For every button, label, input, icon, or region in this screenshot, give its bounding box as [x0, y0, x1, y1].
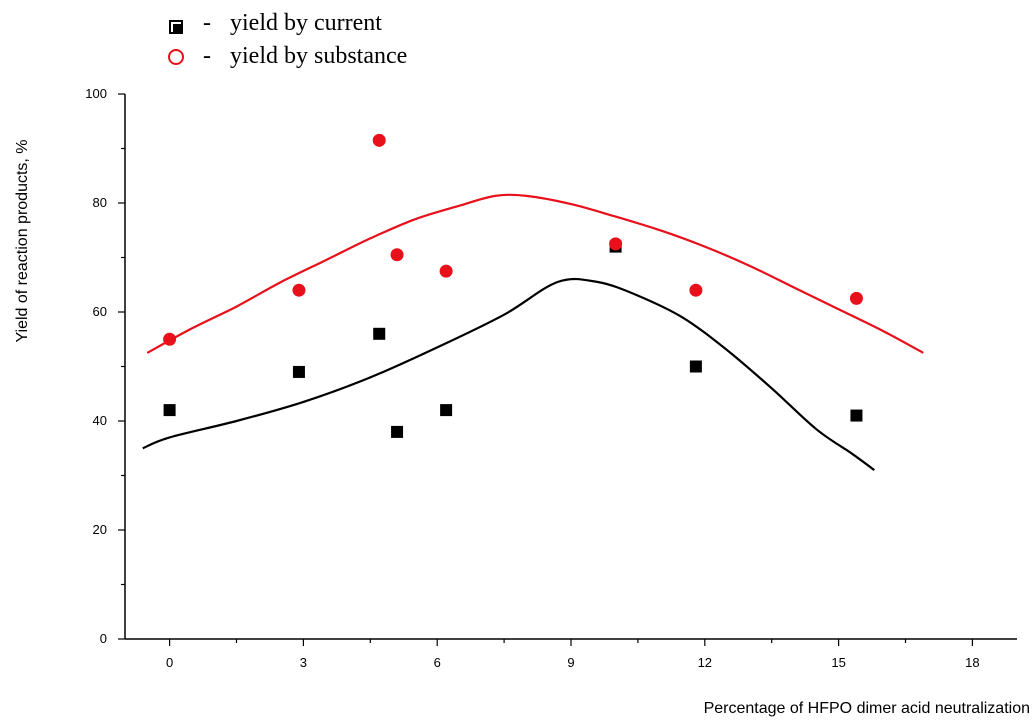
y-tick-label: 40 — [93, 413, 107, 428]
fit-curves — [142, 193, 924, 471]
substance-data-point — [439, 264, 453, 278]
x-axis-title: Percentage of HFPO dimer acid neutraliza… — [704, 700, 1030, 717]
substance-data-point — [849, 291, 863, 305]
y-tick-label: 0 — [100, 631, 107, 646]
legend-square-fill — [173, 24, 182, 33]
y-tick-label: 60 — [93, 304, 107, 319]
legend-circle-icon — [168, 49, 184, 65]
legend-series-name: yield by current — [230, 10, 382, 36]
current-data-point — [440, 404, 453, 417]
y-tick-label: 80 — [93, 195, 107, 210]
x-tick-label: 0 — [166, 655, 173, 670]
current-data-point — [689, 360, 702, 373]
legend-dash: - — [203, 10, 211, 36]
substance-data-point — [292, 283, 306, 297]
substance-data-point — [372, 133, 386, 147]
y-tick-label: 100 — [85, 86, 107, 101]
legend: - yield by current-yield by substance — [168, 10, 407, 69]
x-tick-label: 18 — [965, 655, 979, 670]
current-data-point — [850, 409, 863, 422]
axes: 0 20 40 60 80 100 0 3 6 9 12 15 18 — [85, 86, 1017, 670]
current-data-point — [391, 425, 404, 438]
x-tick-label: 3 — [300, 655, 307, 670]
legend-series-name: yield by substance — [230, 43, 407, 69]
x-tick-label: 6 — [434, 655, 441, 670]
substance-data-point — [609, 237, 623, 251]
current-data-point — [373, 327, 386, 340]
current-fit-curve — [142, 277, 875, 471]
substance-data-point — [163, 332, 177, 346]
legend-dash: - — [203, 43, 211, 69]
x-tick-label: 12 — [698, 655, 712, 670]
x-tick-label: 15 — [831, 655, 845, 670]
substance-data-point — [689, 283, 703, 297]
y-axis-title: Yield of reaction products, % — [14, 139, 31, 342]
x-tick-label: 9 — [567, 655, 574, 670]
substance-fit-curve — [146, 193, 924, 354]
substance-data-point — [390, 248, 404, 262]
current-data-point — [292, 365, 305, 378]
current-data-point — [163, 404, 176, 417]
data-points — [163, 133, 863, 438]
y-tick-label: 20 — [93, 522, 107, 537]
